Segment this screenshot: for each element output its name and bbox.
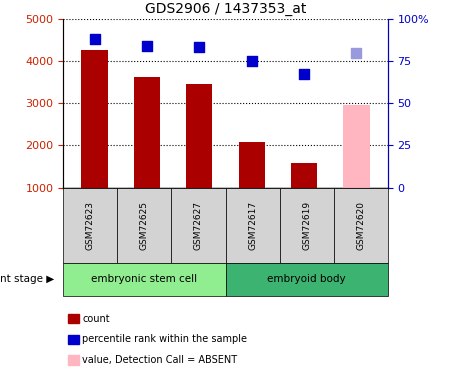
Point [353, 50, 360, 55]
Text: GSM72627: GSM72627 [194, 201, 203, 249]
Text: GSM72617: GSM72617 [248, 200, 257, 250]
Text: value, Detection Call = ABSENT: value, Detection Call = ABSENT [82, 355, 237, 365]
Point [300, 71, 308, 78]
Text: percentile rank within the sample: percentile rank within the sample [82, 334, 247, 344]
Point [143, 43, 151, 49]
Bar [134, 77, 160, 188]
Text: count: count [82, 314, 110, 324]
Title: GDS2906 / 1437353_at: GDS2906 / 1437353_at [145, 2, 306, 16]
Point [91, 36, 98, 42]
Text: development stage ▶: development stage ▶ [0, 274, 54, 284]
Text: GSM72619: GSM72619 [302, 200, 311, 250]
Point [248, 58, 255, 64]
Text: GSM72623: GSM72623 [86, 201, 95, 249]
Bar [343, 105, 369, 188]
Bar [291, 163, 317, 188]
Bar [186, 84, 212, 188]
Text: GSM72625: GSM72625 [140, 201, 149, 249]
Text: embryonic stem cell: embryonic stem cell [91, 274, 198, 284]
Point [196, 45, 203, 51]
Text: GSM72620: GSM72620 [356, 201, 365, 249]
Bar [239, 142, 265, 188]
Bar [82, 50, 108, 188]
Text: embryoid body: embryoid body [267, 274, 346, 284]
